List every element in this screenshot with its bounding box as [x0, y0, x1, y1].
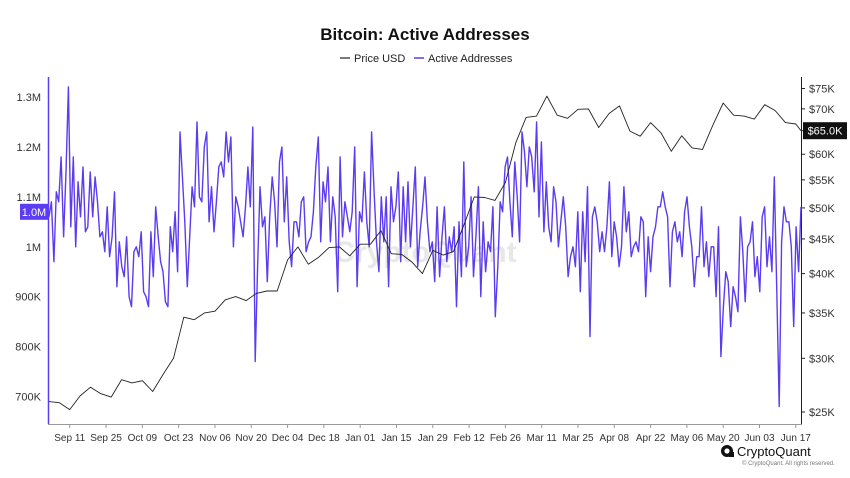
- x-tick-label: Jan 29: [418, 433, 448, 444]
- series-active-addresses-line: [48, 86, 802, 408]
- left-axis-ticks: 700K 800K 900K 1M 1.1M 1.2M 1.3M: [15, 92, 41, 404]
- right-tick-label: $70K: [809, 104, 835, 116]
- right-tick-label: $75K: [809, 84, 835, 96]
- right-current-badge: $65.0K: [803, 122, 847, 140]
- x-tick-label: Nov 20: [235, 433, 267, 444]
- x-tick-label: Sep 25: [90, 433, 122, 444]
- x-tick-label: Apr 22: [636, 433, 666, 444]
- x-tick-label: Feb 12: [454, 433, 486, 444]
- legend-label-active-addresses: Active Addresses: [428, 53, 513, 65]
- copyright: © CryptoQuant. All rights reserved.: [742, 460, 835, 467]
- left-tick-label: 1.2M: [17, 142, 41, 154]
- legend-item-active-addresses[interactable]: Active Addresses: [414, 53, 513, 65]
- x-tick-label: Jan 01: [345, 433, 375, 444]
- x-axis-ticks: Sep 11 Sep 25 Oct 09 Oct 23 Nov 06 Nov 20 Dec …: [54, 424, 811, 444]
- legend: Price USD Active Addresses: [340, 53, 513, 65]
- watermark: CryptoQuant: [333, 236, 516, 269]
- left-tick-label: 1.1M: [17, 192, 41, 204]
- chart-title: Bitcoin: Active Addresses: [320, 25, 529, 44]
- right-tick-label: $45K: [809, 234, 835, 246]
- x-tick-label: May 20: [707, 433, 740, 444]
- left-current-badge-label: 1.0M: [22, 207, 46, 219]
- legend-label-price: Price USD: [354, 53, 405, 65]
- right-tick-label: $55K: [809, 175, 835, 187]
- x-tick-label: Apr 08: [600, 433, 630, 444]
- x-tick-label: Mar 11: [526, 433, 557, 444]
- brand: CryptoQuant © CryptoQuant. All rights re…: [721, 444, 835, 467]
- legend-item-price[interactable]: Price USD: [340, 53, 405, 65]
- right-tick-label: $35K: [809, 308, 835, 320]
- x-tick-label: Jun 17: [781, 433, 811, 444]
- x-tick-label: Oct 23: [164, 433, 194, 444]
- left-tick-label: 700K: [15, 392, 41, 404]
- x-tick-label: Oct 09: [128, 433, 158, 444]
- left-tick-label: 900K: [15, 292, 41, 304]
- right-tick-label: $60K: [809, 149, 835, 161]
- right-tick-label: $40K: [809, 269, 835, 281]
- left-tick-label: 1.3M: [17, 92, 41, 104]
- x-tick-label: Sep 11: [54, 433, 85, 444]
- x-tick-label: Mar 25: [562, 433, 594, 444]
- series-price-usd-line: [48, 95, 802, 411]
- x-tick-label: Feb 26: [490, 433, 522, 444]
- left-tick-label: 1M: [26, 242, 41, 254]
- left-current-badge-bg: [20, 203, 48, 220]
- right-current-badge-bg: [803, 122, 847, 140]
- right-tick-label: $30K: [809, 353, 835, 365]
- brand-name: CryptoQuant: [737, 444, 811, 459]
- left-current-badge: 1.0M: [20, 203, 48, 220]
- right-current-badge-label: $65.0K: [808, 126, 844, 138]
- series-layer: [48, 86, 802, 411]
- x-tick-label: Dec 18: [308, 433, 340, 444]
- x-tick-label: Nov 06: [199, 433, 231, 444]
- cryptoquant-logo-icon: [721, 445, 734, 457]
- right-tick-label: $25K: [809, 407, 835, 419]
- left-tick-label: 800K: [15, 342, 41, 354]
- x-tick-label: Dec 04: [272, 433, 304, 444]
- x-tick-label: Jan 15: [381, 433, 411, 444]
- x-tick-label: May 06: [671, 433, 704, 444]
- right-tick-label: $50K: [809, 203, 835, 215]
- x-tick-label: Jun 03: [744, 433, 774, 444]
